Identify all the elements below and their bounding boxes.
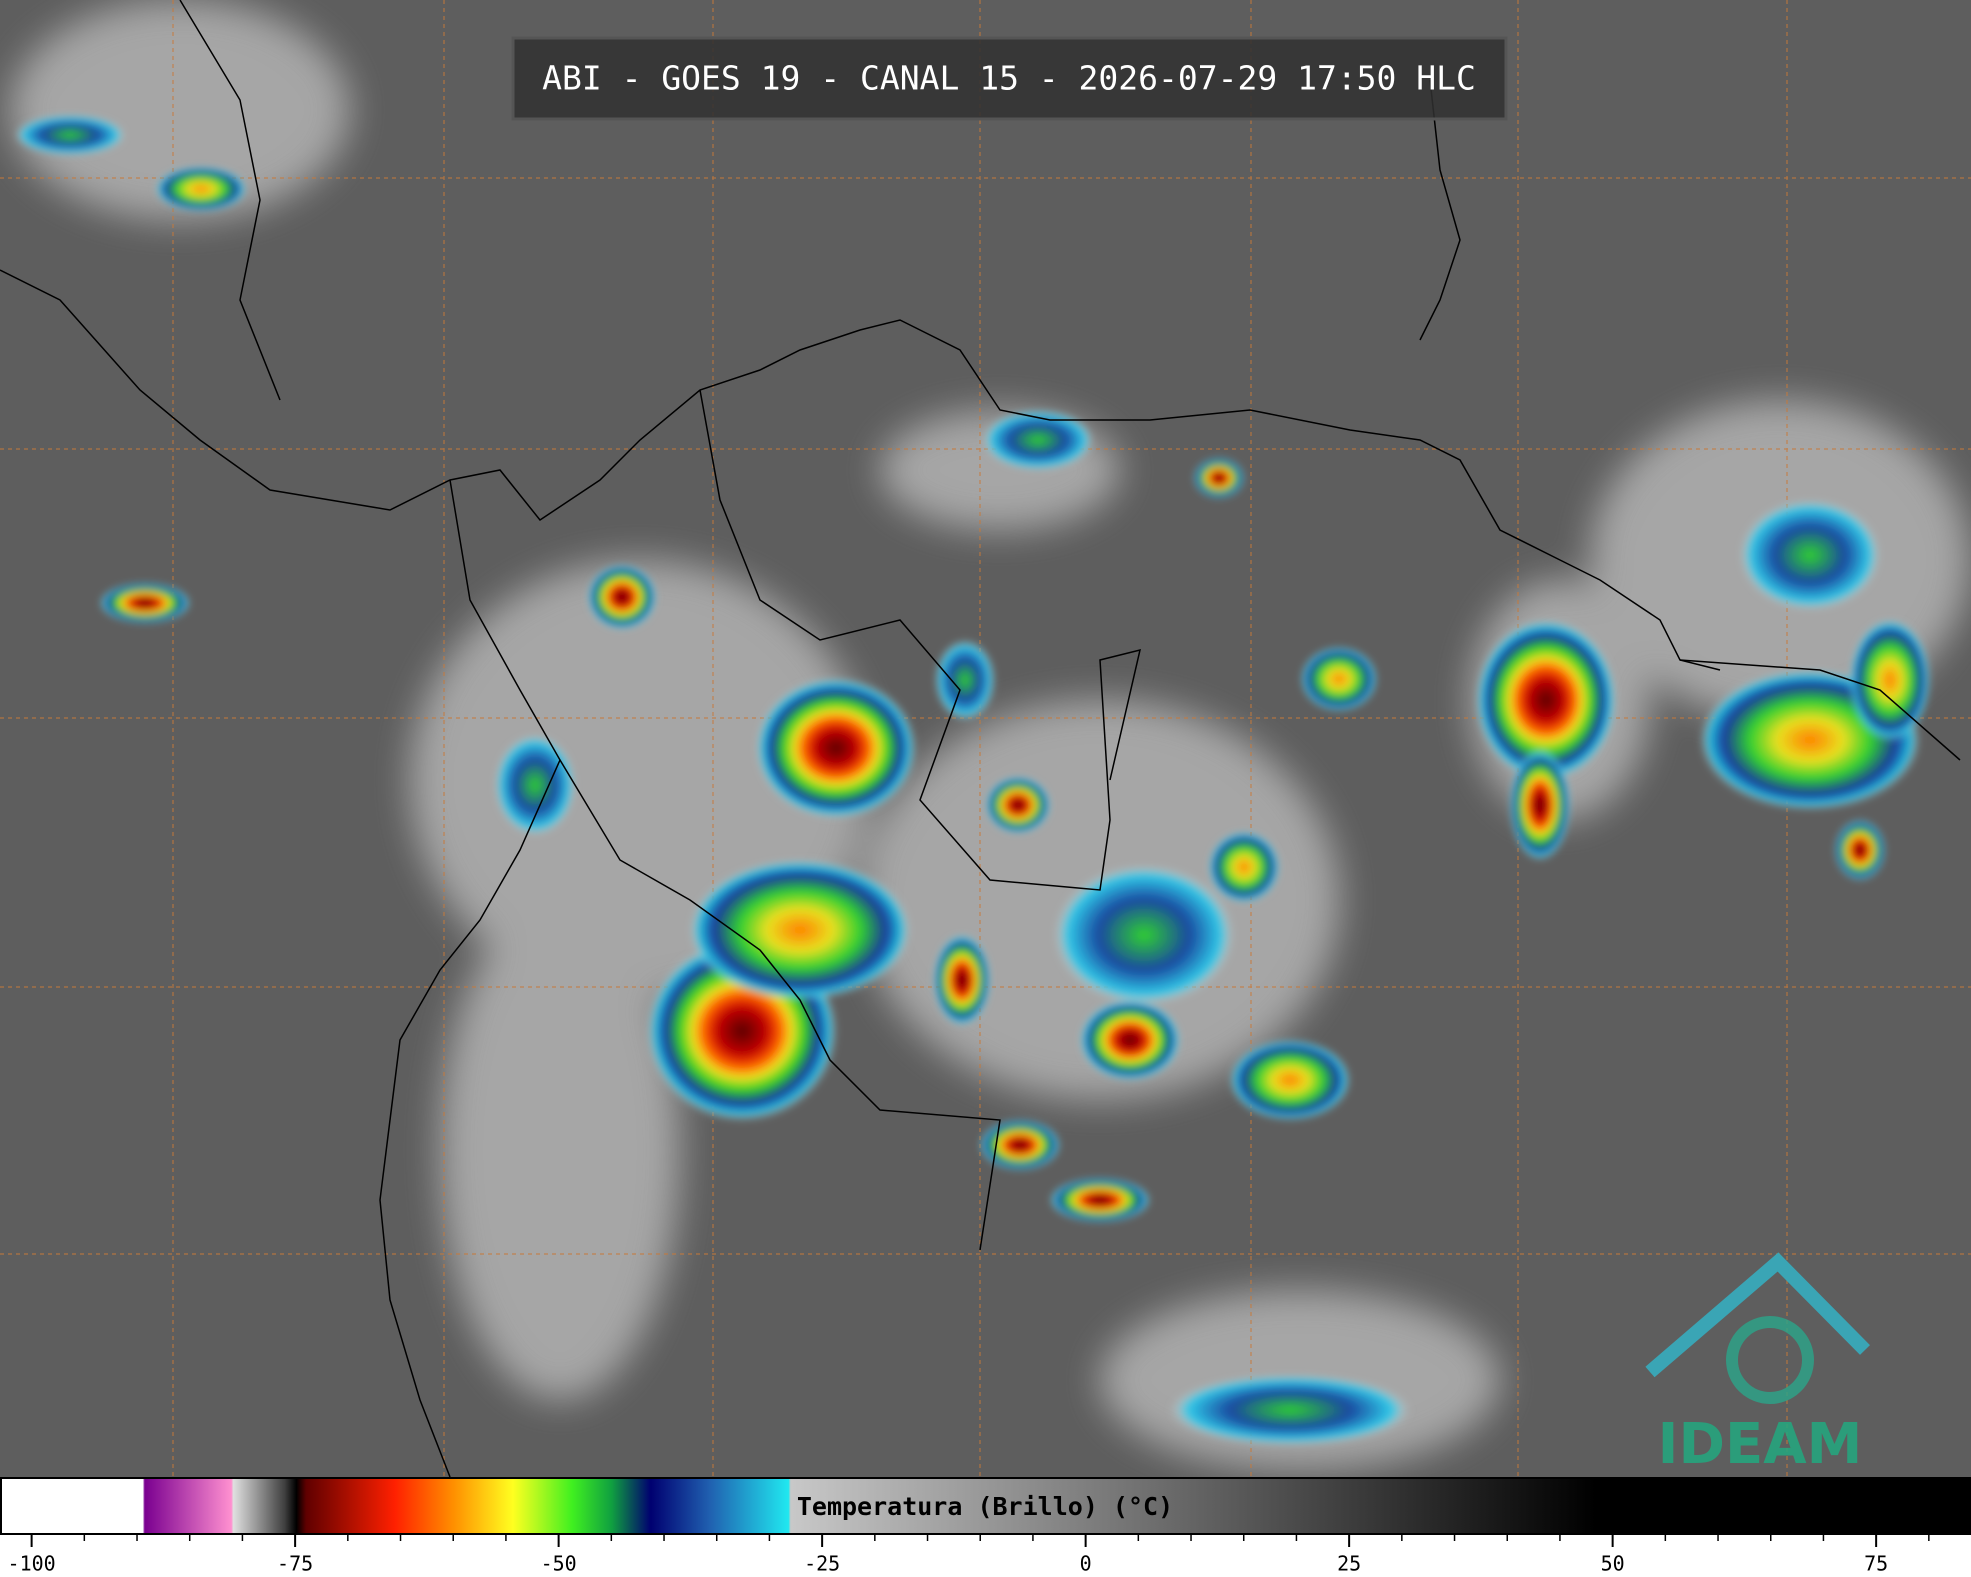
title-box	[511, 36, 1508, 121]
logo: IDEAM	[1645, 1252, 1870, 1477]
tick-label: -100	[8, 1552, 56, 1576]
logo-roof	[1645, 1252, 1870, 1378]
logo-text: IDEAM	[1658, 1412, 1863, 1477]
colorbar-ticks: -100 -75 -50 -25 0 25 50 75	[8, 1534, 1930, 1576]
tick-label: 25	[1337, 1552, 1361, 1576]
tick-label: 0	[1080, 1552, 1092, 1576]
tick-label: -25	[804, 1552, 840, 1576]
logo-eye	[1726, 1316, 1814, 1404]
tick-label: 75	[1864, 1552, 1888, 1576]
title: ABI - GOES 19 - CANAL 15 - 2026-07-29 17…	[542, 59, 1476, 98]
tick-label: 50	[1601, 1552, 1625, 1576]
colorbar-label: Temperatura (Brillo) (°C)	[797, 1492, 1173, 1521]
boundaries	[0, 0, 1961, 1478]
tick-label: -75	[277, 1552, 313, 1576]
tick-label: -50	[541, 1552, 577, 1576]
storm-cells	[15, 115, 1930, 1445]
colorbar	[0, 1477, 1971, 1535]
